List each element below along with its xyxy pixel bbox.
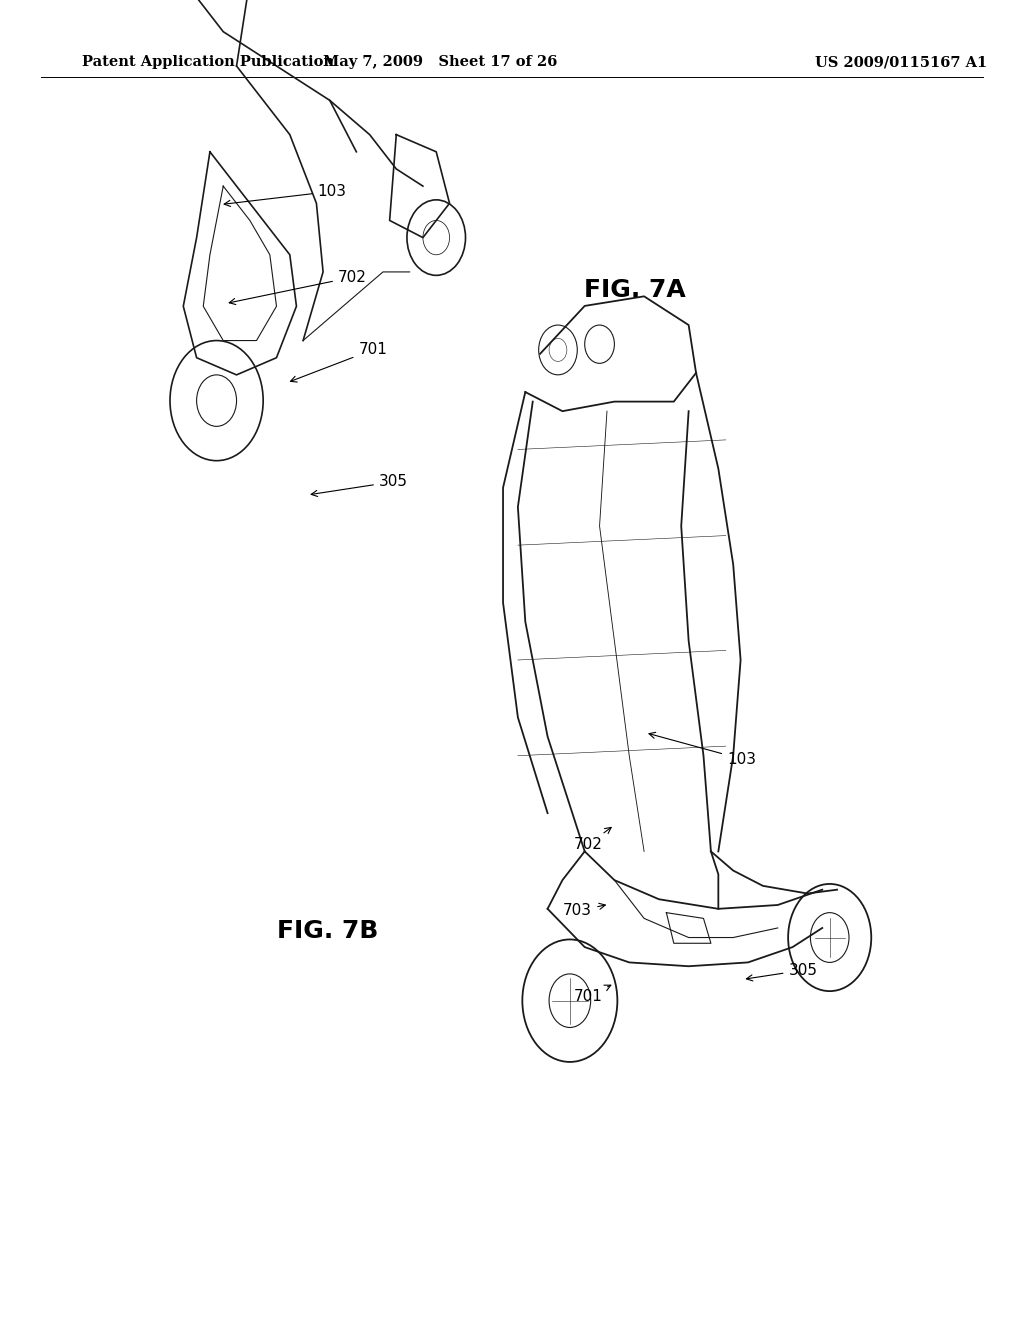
Text: 701: 701 xyxy=(573,985,610,1005)
Text: 701: 701 xyxy=(291,342,387,381)
Text: US 2009/0115167 A1: US 2009/0115167 A1 xyxy=(815,55,987,69)
Text: 703: 703 xyxy=(563,903,605,919)
Text: 103: 103 xyxy=(649,733,756,767)
Text: 103: 103 xyxy=(224,183,346,206)
Text: Patent Application Publication: Patent Application Publication xyxy=(82,55,334,69)
Text: 702: 702 xyxy=(229,269,367,305)
Text: 305: 305 xyxy=(746,962,817,981)
Text: 305: 305 xyxy=(311,474,408,496)
Text: 702: 702 xyxy=(573,828,611,853)
Text: FIG. 7B: FIG. 7B xyxy=(278,919,378,942)
Text: FIG. 7A: FIG. 7A xyxy=(584,279,686,302)
Text: May 7, 2009   Sheet 17 of 26: May 7, 2009 Sheet 17 of 26 xyxy=(324,55,557,69)
